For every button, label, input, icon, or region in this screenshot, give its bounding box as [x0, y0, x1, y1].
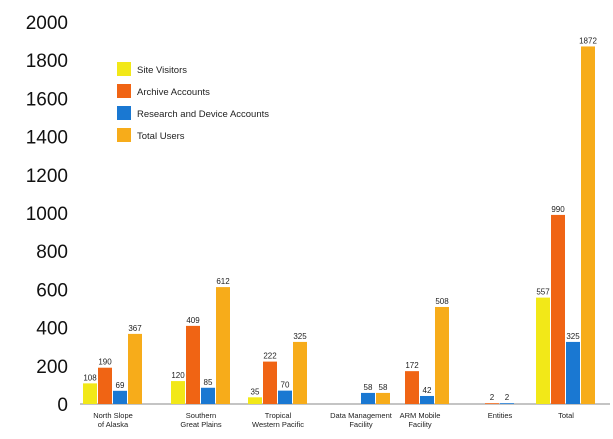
category-label: Southern: [186, 411, 216, 420]
category-label: Great Plains: [180, 420, 222, 429]
bar: [420, 395, 434, 404]
bar: [113, 390, 127, 404]
y-tick-label: 0: [57, 395, 68, 416]
category-label: Facility: [408, 420, 432, 429]
data-label: 557: [536, 288, 550, 297]
bar: [128, 333, 142, 404]
bar: [485, 403, 499, 404]
y-tick-label: 600: [36, 280, 68, 301]
legend: Site Visitors Archive Accounts Research an…: [117, 62, 269, 142]
bar: [98, 367, 112, 404]
bar: [293, 341, 307, 404]
data-label: 172: [405, 361, 419, 370]
y-tick-label: 1600: [26, 89, 68, 110]
y-tick-label: 1000: [26, 204, 68, 225]
legend-swatch: [117, 106, 131, 120]
data-label: 1872: [579, 36, 597, 45]
bar: [405, 371, 419, 404]
y-tick-label: 200: [36, 357, 68, 378]
bar: [278, 390, 292, 404]
data-label: 325: [566, 332, 580, 341]
data-label: 367: [128, 324, 142, 333]
y-tick-label: 800: [36, 242, 68, 263]
y-tick-label: 1200: [26, 166, 68, 187]
category-label: Total: [558, 411, 574, 420]
legend-swatch: [117, 62, 131, 76]
data-label: 190: [98, 358, 112, 367]
bar: [263, 361, 277, 404]
category-label: North Slope: [93, 411, 133, 420]
axes: 0 200 400 600 800 1000 1200 1400 1600 1800 2000: [26, 13, 610, 416]
data-label: 325: [293, 332, 307, 341]
legend-swatch: [117, 128, 131, 142]
data-label: 42: [423, 386, 432, 395]
bar: [500, 403, 514, 404]
legend-swatch: [117, 84, 131, 98]
bar: [83, 383, 97, 404]
data-label: 990: [551, 205, 565, 214]
data-label: 120: [171, 371, 185, 380]
category-label: Entities: [488, 411, 513, 420]
bar: [581, 46, 595, 404]
category-label: Tropical: [265, 411, 292, 420]
category-label: ARM Mobile: [400, 411, 441, 420]
y-tick-label: 2000: [26, 13, 68, 34]
category-label: of Alaska: [98, 420, 129, 429]
legend-label: Archive Accounts: [137, 87, 210, 98]
data-label: 2: [490, 393, 495, 402]
category-label: Facility: [349, 420, 373, 429]
bar: [216, 287, 230, 404]
data-label: 70: [281, 381, 290, 390]
bar: [201, 387, 215, 404]
data-label: 222: [263, 352, 277, 361]
data-label: 35: [251, 387, 260, 396]
bar: [435, 306, 449, 404]
y-tick-label: 1400: [26, 128, 68, 149]
legend-label: Site Visitors: [137, 65, 187, 76]
bar: [376, 392, 390, 404]
bar: [361, 392, 375, 404]
data-label: 58: [364, 383, 373, 392]
data-label: 85: [204, 378, 213, 387]
legend-label: Research and Device Accounts: [137, 109, 269, 120]
bar: [186, 325, 200, 404]
legend-label: Total Users: [137, 131, 185, 142]
bar: [171, 381, 185, 404]
data-label: 409: [186, 316, 200, 325]
data-label: 69: [116, 381, 125, 390]
y-tick-label: 400: [36, 319, 68, 340]
category-label: Western Pacific: [252, 420, 304, 429]
bar: [248, 397, 262, 404]
bar: [566, 341, 580, 404]
data-label: 108: [83, 373, 97, 382]
bars: [83, 46, 595, 404]
data-label: 58: [379, 383, 388, 392]
data-label: 2: [505, 393, 510, 402]
y-tick-label: 1800: [26, 51, 68, 72]
bar: [536, 297, 550, 404]
data-label: 612: [216, 277, 230, 286]
category-label: Data Management: [330, 411, 393, 420]
data-label: 508: [435, 297, 449, 306]
bar: [551, 214, 565, 404]
